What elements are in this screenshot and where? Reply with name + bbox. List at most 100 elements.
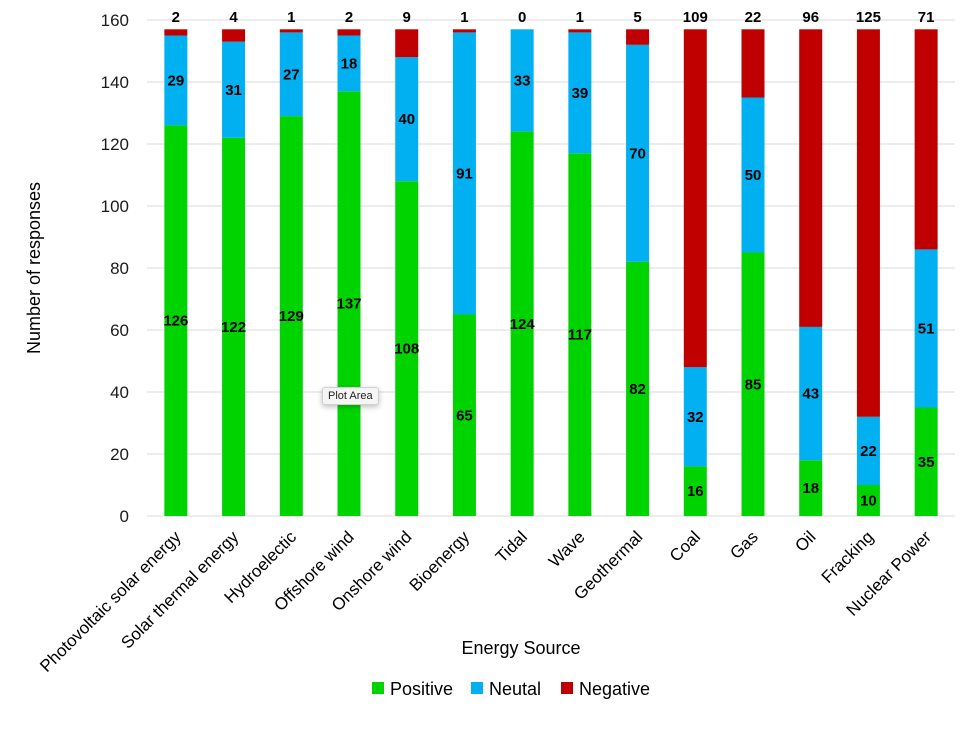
data-labels: 1262921223141292711371821084096591112433…	[163, 9, 934, 510]
legend-swatch-negative	[561, 682, 573, 694]
y-tick-label: 120	[101, 135, 129, 154]
data-label: 1	[460, 9, 468, 26]
data-label: 137	[336, 296, 361, 313]
bar-segment-positive[interactable]	[914, 407, 938, 517]
legend-label: Neutal	[489, 679, 541, 699]
data-label: 27	[283, 66, 300, 83]
data-label: 40	[398, 111, 415, 128]
legend-label: Positive	[390, 679, 453, 699]
bar-segment-neutal[interactable]	[452, 32, 476, 315]
plot-area[interactable]	[164, 29, 938, 517]
data-label: 5	[633, 9, 641, 26]
data-label: 39	[572, 85, 589, 102]
legend: Positive Neutal Negative	[372, 679, 650, 699]
data-label: 16	[687, 483, 704, 500]
bar-segment-negative[interactable]	[222, 29, 246, 42]
bar-segment-neutal[interactable]	[799, 326, 823, 461]
bar-segment-positive[interactable]	[799, 460, 823, 516]
bar-segment-negative[interactable]	[568, 29, 592, 33]
x-category-label: Wave	[545, 527, 589, 571]
bar-segment-negative[interactable]	[799, 29, 823, 327]
y-axis-ticks: 0 20 40 60 80 100 120 140 160	[101, 11, 129, 526]
data-label: 51	[918, 320, 935, 337]
data-label: 0	[518, 9, 526, 26]
bar-segment-positive[interactable]	[856, 485, 880, 516]
bar-segment-positive[interactable]	[510, 131, 534, 516]
data-label: 82	[629, 381, 646, 398]
bar-segment-positive[interactable]	[395, 181, 419, 516]
x-category-label: Tidal	[492, 527, 531, 566]
bar-segment-positive[interactable]	[741, 252, 765, 517]
bar-segment-negative[interactable]	[337, 29, 361, 36]
bar-segment-neutal[interactable]	[395, 57, 419, 182]
plot-area-tooltip: Plot Area	[322, 387, 379, 405]
y-tick-label: 160	[101, 11, 129, 30]
data-label: 91	[456, 165, 473, 182]
bar-segment-positive[interactable]	[222, 137, 246, 517]
data-label: 31	[225, 82, 242, 99]
data-label: 10	[860, 493, 877, 510]
bar-segment-negative[interactable]	[452, 29, 476, 33]
bar-segment-negative[interactable]	[683, 29, 707, 368]
data-label: 117	[568, 327, 592, 344]
bar-segment-neutal[interactable]	[279, 32, 303, 117]
bar-segment-positive[interactable]	[568, 153, 592, 517]
bar-segment-negative[interactable]	[856, 29, 880, 417]
data-label: 125	[856, 9, 881, 26]
data-label: 108	[394, 341, 419, 358]
bar-segment-neutal[interactable]	[856, 416, 880, 485]
bar-segment-neutal[interactable]	[510, 29, 534, 132]
data-label: 1	[576, 9, 584, 26]
x-category-label: Fracking	[818, 527, 878, 587]
data-label: 50	[745, 167, 762, 184]
bar-segment-positive[interactable]	[337, 91, 361, 517]
legend-swatch-neutal	[471, 682, 483, 694]
data-label: 9	[403, 9, 411, 26]
data-label: 35	[918, 454, 935, 471]
data-label: 1	[287, 9, 295, 26]
data-label: 71	[918, 9, 935, 26]
bar-segment-positive[interactable]	[626, 261, 650, 516]
bar-segment-positive[interactable]	[164, 125, 188, 517]
y-tick-label: 140	[101, 73, 129, 92]
data-label: 2	[172, 9, 180, 26]
bar-segment-positive[interactable]	[279, 116, 303, 516]
y-axis-title: Number of responses	[24, 182, 44, 354]
x-category-label: Coal	[666, 527, 704, 565]
data-label: 29	[168, 72, 185, 89]
data-label: 43	[802, 386, 819, 403]
bar-segment-negative[interactable]	[914, 29, 938, 250]
bar-segment-neutal[interactable]	[164, 35, 188, 126]
bar-segment-negative[interactable]	[741, 29, 765, 98]
x-category-label: Gas	[726, 527, 761, 562]
data-label: 129	[279, 308, 304, 325]
data-label: 2	[345, 9, 353, 26]
data-label: 70	[629, 145, 646, 162]
y-tick-label: 20	[110, 445, 129, 464]
data-label: 18	[802, 480, 819, 497]
bar-segment-positive[interactable]	[683, 466, 707, 516]
data-label: 124	[510, 316, 536, 333]
y-tick-label: 40	[110, 383, 129, 402]
bar-segment-neutal[interactable]	[914, 249, 938, 408]
bar-segment-neutal[interactable]	[741, 97, 765, 253]
bar-segment-negative[interactable]	[164, 29, 188, 36]
bar-segment-neutal[interactable]	[626, 44, 650, 262]
data-label: 85	[745, 376, 762, 393]
data-label: 33	[514, 72, 531, 89]
bar-segment-neutal[interactable]	[683, 367, 707, 467]
bar-segment-negative[interactable]	[626, 29, 650, 45]
bar-segment-negative[interactable]	[279, 29, 303, 33]
bar-segment-neutal[interactable]	[222, 41, 246, 138]
x-category-label: Oil	[791, 527, 819, 555]
data-label: 18	[341, 55, 358, 72]
y-tick-label: 100	[101, 197, 129, 216]
bar-segment-neutal[interactable]	[337, 35, 361, 92]
y-tick-label: 80	[110, 259, 129, 278]
bar-segment-negative[interactable]	[395, 29, 419, 58]
y-tick-label: 60	[110, 321, 129, 340]
bar-segment-neutal[interactable]	[568, 32, 592, 154]
bar-segment-positive[interactable]	[452, 314, 476, 517]
data-label: 4	[229, 9, 238, 26]
